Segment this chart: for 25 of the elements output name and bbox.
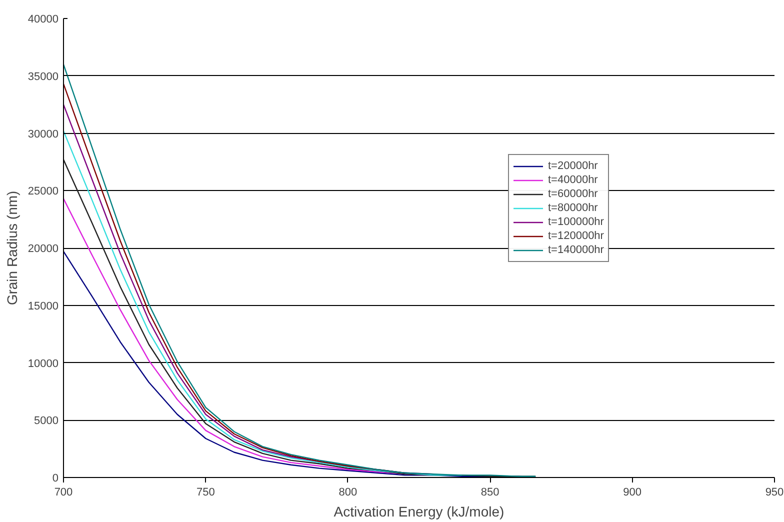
y-tick-label: 5000	[34, 415, 59, 428]
y-axis-title: Grain Radius (nm)	[4, 190, 20, 306]
y-tick-label: 35000	[28, 70, 59, 83]
legend-label: t=60000hr	[548, 187, 598, 201]
y-tick-label: 40000	[28, 14, 59, 26]
line-series	[64, 64, 536, 477]
y-tick-label: 0	[52, 472, 59, 484]
legend-label: t=120000hr	[548, 229, 604, 243]
x-axis-title: Activation Energy (kJ/mole)	[334, 504, 504, 520]
x-tick-label: 700	[54, 486, 73, 498]
x-tick-label: 800	[338, 486, 358, 498]
y-tick-label: 30000	[28, 128, 59, 140]
x-tick-label: 750	[196, 486, 215, 498]
x-tick-label: 850	[480, 486, 500, 498]
y-tick-label: 10000	[28, 358, 59, 370]
legend-label: t=140000hr	[548, 243, 604, 257]
legend-label: t=100000hr	[548, 215, 604, 229]
legend-label: t=40000hr	[548, 173, 598, 187]
legend-label: t=20000hr	[548, 159, 598, 173]
y-tick-label: 15000	[28, 300, 59, 312]
x-tick-label: 900	[623, 486, 642, 498]
y-tick-label: 20000	[28, 243, 59, 255]
y-tick-label: 25000	[28, 186, 59, 198]
x-tick-label: 950	[765, 486, 784, 498]
legend-label: t=80000hr	[548, 201, 598, 215]
